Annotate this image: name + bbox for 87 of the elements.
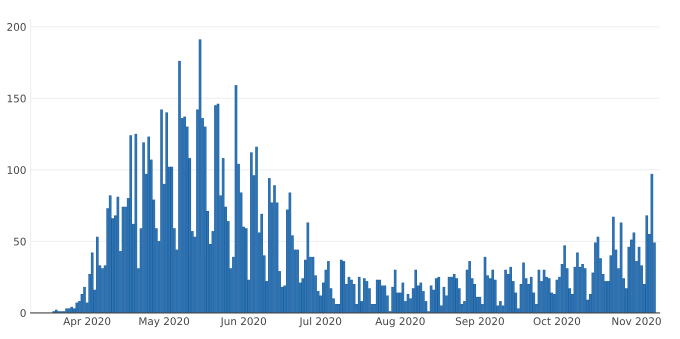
bar [327, 261, 330, 313]
bar [363, 278, 366, 313]
x-tick-label: Jul 2020 [298, 317, 342, 328]
bar [178, 60, 181, 313]
bar [414, 270, 418, 313]
bar [90, 252, 94, 313]
bar [430, 285, 432, 313]
y-tick-label: 150 [8, 94, 26, 102]
bar [54, 310, 58, 313]
bar [509, 266, 512, 313]
bar [129, 135, 132, 313]
bar [366, 281, 368, 313]
bar [548, 278, 551, 313]
bar [83, 286, 86, 313]
bar [576, 252, 579, 313]
bar [376, 280, 378, 313]
bar [612, 216, 615, 313]
bar [638, 246, 640, 313]
bar [442, 286, 446, 313]
bar [312, 256, 314, 313]
bar [632, 232, 636, 313]
bar [134, 134, 138, 313]
bar [306, 222, 310, 313]
bar [402, 282, 404, 313]
bar [273, 185, 276, 313]
bar [165, 112, 168, 313]
bar [538, 270, 540, 313]
bar [468, 261, 471, 313]
bar [348, 276, 350, 313]
bar [394, 270, 396, 313]
bar [499, 301, 502, 313]
bar [522, 262, 525, 313]
bar [250, 152, 253, 313]
bar [484, 256, 486, 313]
bar [563, 245, 566, 313]
bar [214, 105, 217, 313]
bar [448, 276, 450, 313]
x-tick-label: Nov 2020 [612, 317, 661, 326]
x-tick-label: Aug 2020 [375, 317, 425, 328]
bar [620, 222, 622, 313]
bar [358, 276, 361, 313]
bar [96, 236, 99, 313]
bar [101, 268, 104, 313]
bar [122, 206, 124, 313]
x-tick-label: May 2020 [139, 317, 190, 328]
bar [216, 104, 220, 313]
bar [116, 196, 120, 313]
bar [434, 278, 438, 313]
bar [350, 280, 353, 313]
bar [542, 270, 546, 313]
bar [170, 166, 174, 313]
bar [234, 85, 238, 313]
x-tick-label: Apr 2020 [63, 317, 110, 328]
bar [198, 39, 202, 313]
bar [65, 308, 68, 313]
y-tick-label: 200 [7, 23, 26, 31]
bar [455, 278, 458, 313]
bar [530, 276, 533, 313]
y-tick-label: 100 [8, 166, 26, 174]
bar [268, 178, 271, 313]
bar [420, 282, 422, 313]
bar [296, 250, 299, 313]
bar [556, 280, 558, 313]
bar [260, 214, 263, 313]
y-tick-label: 0 [20, 309, 26, 318]
bar [584, 268, 586, 313]
bar [596, 236, 600, 313]
y-tick-label: 50 [14, 238, 26, 246]
bar [384, 285, 386, 313]
bar [255, 146, 258, 313]
bar [438, 276, 440, 313]
bar [244, 228, 248, 313]
bar [222, 158, 224, 313]
bar [142, 142, 145, 313]
bar [342, 261, 346, 313]
bar [340, 260, 343, 313]
bar [288, 192, 292, 313]
bar [160, 110, 163, 313]
bar [406, 294, 410, 313]
bar [478, 296, 482, 313]
bar [650, 174, 654, 313]
bar [504, 270, 507, 313]
bar [76, 302, 78, 313]
bar [645, 215, 648, 313]
x-tick-label: Sep 2020 [456, 317, 504, 328]
x-tick-label: Oct 2020 [534, 317, 580, 326]
x-tick-label: Jun 2020 [220, 317, 266, 328]
